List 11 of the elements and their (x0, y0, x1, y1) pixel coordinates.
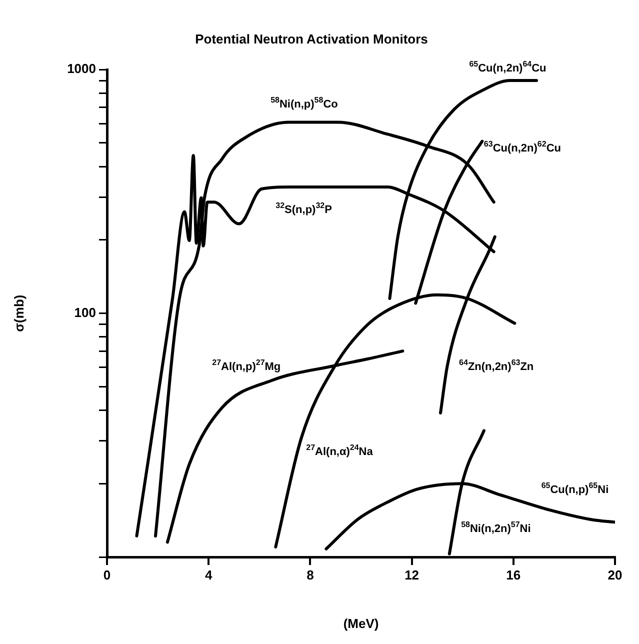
chart-title: Potential Neutron Activation Monitors (195, 31, 428, 46)
x-axis-title: (MeV) (343, 616, 379, 631)
y-axis-title: σ(mb) (11, 294, 26, 332)
x-tick-label: 20 (608, 567, 622, 582)
x-tick-label: 12 (404, 567, 420, 582)
x-tick-label: 0 (103, 567, 111, 582)
x-tick-label: 8 (306, 567, 314, 582)
y-tick-label: 1000 (67, 61, 96, 76)
x-tick-label: 4 (204, 567, 213, 582)
y-tick-label: 100 (74, 304, 96, 320)
x-tick-label: 16 (506, 567, 521, 582)
